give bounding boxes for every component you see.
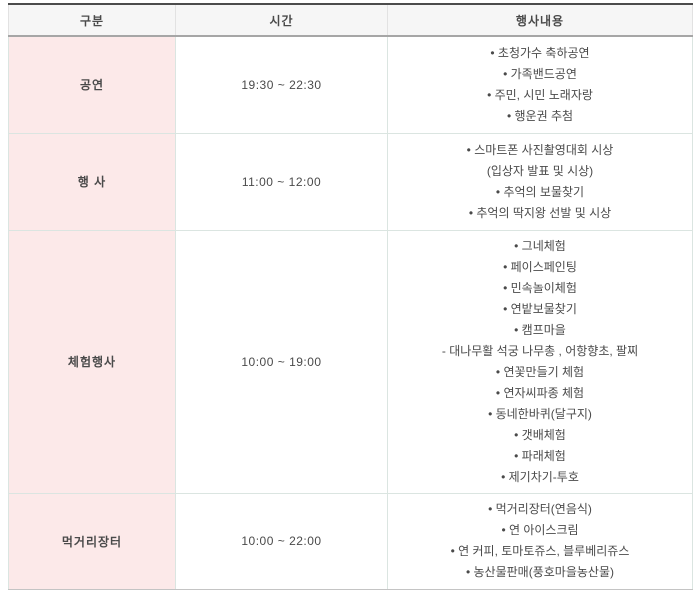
category-cell: 체험행사 [8, 229, 176, 494]
content-line: • 스마트폰 사진촬영대회 시상 [466, 142, 614, 157]
content-line: • 페이스페인팅 [503, 259, 577, 274]
content-cell: • 스마트폰 사진촬영대회 시상 (입상자 발표 및 시상) • 추억의 보물찾기 •… [387, 132, 693, 231]
content-line: • 파래체험 [514, 448, 566, 463]
content-line: - 대나무활 석궁 나무총 , 어항향초, 팔찌 [441, 343, 639, 358]
time-cell: 10:00 ~ 19:00 [175, 229, 388, 494]
content-line: • 가족밴드공연 [503, 66, 577, 81]
content-line: • 추억의 딱지왕 선발 및 시상 [468, 205, 612, 220]
content-line: • 추억의 보물찾기 [495, 184, 585, 199]
header-row: 구분 시간 행사내용 [8, 4, 693, 37]
header-content: 행사내용 [387, 4, 693, 37]
header-time: 시간 [175, 4, 388, 37]
time-cell: 11:00 ~ 12:00 [175, 132, 388, 231]
event-schedule-table: 구분 시간 행사내용 공연 19:30 ~ 22:30 • 초청가수 축하공연 • 가… [8, 3, 693, 590]
content-line: • 연 커피, 토마토쥬스, 블루베리쥬스 [450, 544, 630, 558]
content-line: • 그네체험 [514, 238, 566, 253]
table-row: 체험행사 10:00 ~ 19:00 • 그네체험 • 페이스페인팅 • 민속놀이체험 •… [8, 229, 693, 494]
content-line: • 연꽃만들기 체험 [495, 364, 585, 379]
content-line: • 초청가수 축하공연 [490, 45, 590, 60]
content-line: • 행운권 추첨 [506, 108, 574, 123]
content-line: • 갯배체험 [514, 427, 566, 442]
category-cell: 공연 [8, 35, 176, 134]
content-line: • 연자씨파종 체험 [495, 385, 585, 400]
time-cell: 19:30 ~ 22:30 [175, 35, 388, 134]
content-cell: • 초청가수 축하공연 • 가족밴드공연 • 주민, 시민 노래자랑 • 행운권 추첨 [387, 35, 693, 134]
table-body: 공연 19:30 ~ 22:30 • 초청가수 축하공연 • 가족밴드공연 • 주민, … [8, 35, 693, 590]
content-line: • 동네한바퀴(달구지) [488, 406, 592, 421]
category-cell: 먹거리장터 [8, 492, 176, 590]
content-line: • 주민, 시민 노래자랑 [487, 87, 593, 102]
content-line: • 민속놀이체험 [503, 280, 577, 295]
content-line: • 연 아이스크림 [501, 523, 579, 537]
table-row: 행 사 11:00 ~ 12:00 • 스마트폰 사진촬영대회 시상 (입상자 발표 … [8, 132, 693, 231]
header-category: 구분 [8, 4, 176, 37]
content-line: (입상자 발표 및 시상) [486, 163, 594, 178]
content-line: • 농산물판매(풍호마을농산물) [465, 565, 614, 579]
content-line: • 제기차기-투호 [501, 469, 579, 484]
content-cell: • 그네체험 • 페이스페인팅 • 민속놀이체험 • 연밭보물찾기 • 캠프마을 - 대나… [387, 229, 693, 494]
table-row: 공연 19:30 ~ 22:30 • 초청가수 축하공연 • 가족밴드공연 • 주민, … [8, 35, 693, 134]
content-cell: • 먹거리장터(연음식) • 연 아이스크림 • 연 커피, 토마토쥬스, 블루베리… [387, 492, 693, 590]
time-cell: 10:00 ~ 22:00 [175, 492, 388, 590]
content-line: • 연밭보물찾기 [503, 301, 577, 316]
content-line: • 캠프마을 [514, 322, 566, 337]
category-cell: 행 사 [8, 132, 176, 231]
table-row: 먹거리장터 10:00 ~ 22:00 • 먹거리장터(연음식) • 연 아이스크림 •… [8, 492, 693, 590]
content-line: • 먹거리장터(연음식) [488, 502, 592, 516]
